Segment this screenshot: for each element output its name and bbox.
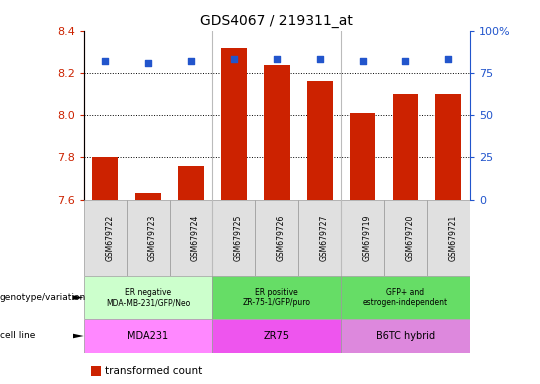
FancyBboxPatch shape	[341, 200, 384, 276]
FancyBboxPatch shape	[255, 200, 298, 276]
Text: ER negative
MDA-MB-231/GFP/Neo: ER negative MDA-MB-231/GFP/Neo	[106, 288, 190, 307]
Point	[401, 58, 410, 64]
Bar	[435, 94, 461, 200]
Point	[230, 56, 238, 63]
Point	[315, 56, 324, 63]
Bar	[264, 65, 289, 200]
Text: ER positive
ZR-75-1/GFP/puro: ER positive ZR-75-1/GFP/puro	[243, 288, 310, 307]
Text: GSM679723: GSM679723	[148, 215, 157, 261]
FancyBboxPatch shape	[384, 200, 427, 276]
FancyBboxPatch shape	[212, 200, 255, 276]
FancyBboxPatch shape	[341, 276, 470, 319]
Text: genotype/variation: genotype/variation	[0, 293, 86, 302]
FancyBboxPatch shape	[170, 200, 212, 276]
Point	[358, 58, 367, 64]
Text: cell line: cell line	[0, 331, 36, 341]
FancyBboxPatch shape	[341, 319, 470, 353]
Bar	[92, 157, 118, 200]
Title: GDS4067 / 219311_at: GDS4067 / 219311_at	[200, 14, 353, 28]
FancyBboxPatch shape	[126, 200, 170, 276]
Text: B6TC hybrid: B6TC hybrid	[376, 331, 435, 341]
Text: GSM679725: GSM679725	[234, 215, 243, 261]
Text: ZR75: ZR75	[264, 331, 290, 341]
FancyBboxPatch shape	[212, 276, 341, 319]
FancyBboxPatch shape	[84, 200, 126, 276]
Bar	[393, 94, 418, 200]
FancyBboxPatch shape	[84, 276, 212, 319]
Point	[444, 56, 453, 63]
FancyBboxPatch shape	[427, 200, 470, 276]
Bar	[91, 366, 101, 376]
Point	[144, 60, 152, 66]
Text: transformed count: transformed count	[105, 366, 202, 376]
Text: GSM679727: GSM679727	[320, 215, 329, 261]
FancyBboxPatch shape	[212, 319, 341, 353]
Point	[187, 58, 195, 64]
Text: GSM679724: GSM679724	[191, 215, 200, 261]
Text: GFP+ and
estrogen-independent: GFP+ and estrogen-independent	[363, 288, 448, 307]
Text: GSM679719: GSM679719	[362, 215, 372, 261]
Point	[273, 56, 281, 63]
Polygon shape	[73, 295, 84, 300]
FancyBboxPatch shape	[298, 200, 341, 276]
Text: GSM679722: GSM679722	[105, 215, 114, 261]
Point	[101, 58, 110, 64]
Bar	[135, 194, 161, 200]
Text: GSM679721: GSM679721	[448, 215, 457, 261]
Text: MDA231: MDA231	[127, 331, 168, 341]
Bar	[350, 113, 375, 200]
Bar	[178, 166, 204, 200]
FancyBboxPatch shape	[84, 319, 212, 353]
Bar	[307, 81, 333, 200]
Text: GSM679726: GSM679726	[277, 215, 286, 261]
Text: GSM679720: GSM679720	[406, 215, 415, 261]
Bar	[221, 48, 247, 200]
Polygon shape	[73, 334, 84, 338]
